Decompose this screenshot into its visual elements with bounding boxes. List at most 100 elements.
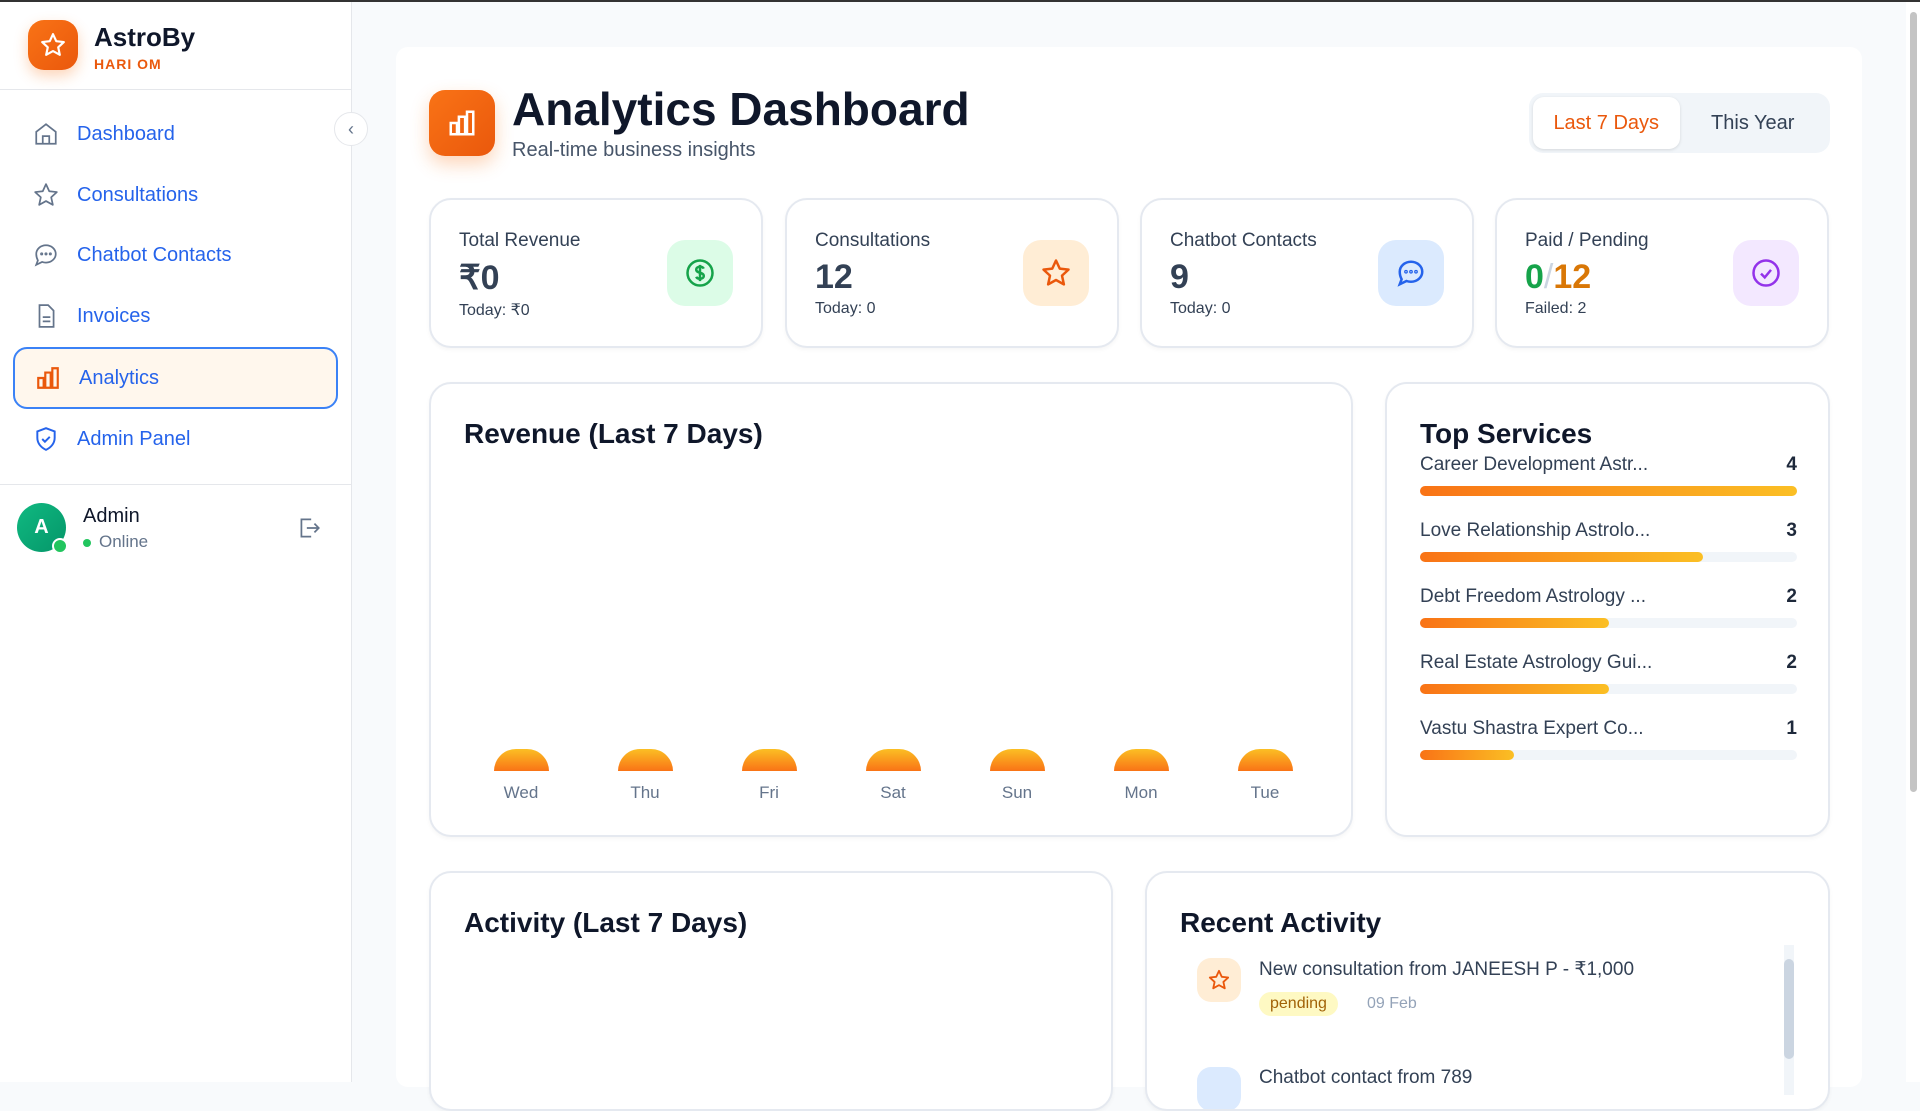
revenue-bar-mon[interactable] [1114, 749, 1169, 771]
avatar: A [17, 503, 68, 554]
sidebar-item-dashboard[interactable]: Dashboard [13, 103, 338, 165]
service-item: Career Development Astr... 4 [1420, 454, 1797, 496]
star-icon [1023, 240, 1089, 306]
status-badge: pending [1259, 992, 1338, 1016]
service-bar-track [1420, 552, 1797, 562]
pending-count: 12 [1553, 258, 1592, 296]
sidebar-item-admin-panel[interactable]: Admin Panel [13, 408, 338, 470]
service-bar-fill [1420, 486, 1797, 496]
logout-button[interactable] [296, 515, 322, 546]
service-bar-track [1420, 486, 1797, 496]
range-this-year[interactable]: This Year [1711, 111, 1795, 134]
revenue-bar-wed[interactable] [494, 749, 549, 771]
stat-card-paid-pending: Paid / Pending 0/12 Failed: 2 [1495, 198, 1829, 348]
check-circle-icon [1733, 240, 1799, 306]
service-name: Real Estate Astrology Gui... [1420, 652, 1653, 673]
bar-chart-icon [37, 367, 59, 389]
service-item: Vastu Shastra Expert Co... 1 [1420, 718, 1797, 760]
logout-icon [300, 518, 320, 538]
stat-sub: Failed: 2 [1525, 300, 1587, 317]
service-item: Real Estate Astrology Gui... 2 [1420, 652, 1797, 694]
service-count: 4 [1786, 454, 1797, 475]
revenue-bar-tue[interactable] [1238, 749, 1293, 771]
sidebar-item-label: Consultations [77, 183, 199, 206]
star-icon [34, 183, 58, 206]
separator: / [1543, 258, 1554, 296]
service-name: Love Relationship Astrolo... [1420, 520, 1651, 541]
shield-icon [36, 427, 56, 451]
service-bar-fill [1420, 552, 1703, 562]
revenue-bar-sun[interactable] [990, 749, 1045, 771]
service-name: Vastu Shastra Expert Co... [1420, 718, 1644, 739]
chart-title: Revenue (Last 7 Days) [464, 418, 763, 449]
activity-text: New consultation from JANEESH P - ₹1,000 [1259, 959, 1635, 980]
activity-text: Chatbot contact from 789 [1259, 1067, 1473, 1088]
stat-card-total-revenue: Total Revenue ₹0 Today: ₹0 [429, 198, 763, 348]
range-last-7-days[interactable]: Last 7 Days [1533, 97, 1680, 149]
sidebar-item-label: Dashboard [77, 122, 175, 145]
document-icon [38, 304, 55, 328]
top-services-card: Top Services Career Development Astr... 4… [1385, 382, 1830, 837]
sidebar-item-consultations[interactable]: Consultations [13, 164, 338, 226]
page-scrollbar[interactable] [1906, 2, 1920, 1082]
x-tick-label: Sat [880, 783, 906, 802]
chat-icon [1197, 1067, 1241, 1109]
analytics-header-icon [429, 90, 495, 156]
user-profile: A Admin Online [0, 484, 352, 574]
logo-star-icon [28, 20, 78, 70]
paid-count: 0 [1525, 258, 1544, 296]
dollar-icon [667, 240, 733, 306]
activity-chart-card: Activity (Last 7 Days) [429, 871, 1113, 1111]
star-icon [1197, 958, 1241, 1002]
service-item: Love Relationship Astrolo... 3 [1420, 520, 1797, 562]
stat-card-chatbot-contacts: Chatbot Contacts 9 Today: 0 [1140, 198, 1474, 348]
service-item: Debt Freedom Astrology ... 2 [1420, 586, 1797, 628]
brand-subtitle: HARI OM [94, 56, 162, 72]
revenue-bar-sat[interactable] [866, 749, 921, 771]
stat-sub: Today: ₹0 [459, 302, 530, 319]
activity-title: Activity (Last 7 Days) [464, 907, 748, 938]
revenue-bar-thu[interactable] [618, 749, 673, 771]
stat-sub: Today: 0 [815, 300, 876, 317]
stat-label: Chatbot Contacts [1170, 230, 1317, 251]
revenue-chart-card: Revenue (Last 7 Days) Wed Thu Fri Sat Sun Mon… [429, 382, 1353, 837]
home-icon [35, 123, 57, 145]
x-tick-label: Wed [503, 783, 539, 802]
service-count: 2 [1786, 586, 1797, 607]
service-count: 3 [1786, 520, 1797, 541]
sidebar-item-label: Admin Panel [77, 427, 191, 450]
sidebar-item-label: Invoices [77, 304, 151, 327]
top-services-title: Top Services [1420, 418, 1593, 449]
service-name: Debt Freedom Astrology ... [1420, 586, 1646, 607]
revenue-bar-fri[interactable] [742, 749, 797, 771]
stat-sub: Today: 0 [1170, 300, 1231, 317]
service-bar-fill [1420, 684, 1609, 694]
stat-card-consultations: Consultations 12 Today: 0 [785, 198, 1119, 348]
stat-label: Total Revenue [459, 230, 581, 251]
stat-label: Paid / Pending [1525, 230, 1649, 251]
x-tick-label: Fri [759, 783, 779, 802]
recent-activity-scrollbar[interactable] [1784, 945, 1794, 1095]
avatar-initial: A [34, 516, 49, 538]
sidebar-item-label: Chatbot Contacts [77, 243, 232, 266]
collapse-sidebar-button[interactable]: ‹ [334, 112, 368, 146]
range-toggle: Last 7 Days This Year [1529, 93, 1830, 153]
user-name: Admin [83, 505, 140, 527]
sidebar-item-label: Analytics [79, 366, 160, 389]
service-bar-fill [1420, 750, 1515, 760]
x-tick-label: Tue [1250, 783, 1280, 802]
user-status: Online [83, 532, 148, 552]
service-bar-track [1420, 750, 1797, 760]
service-count: 2 [1786, 652, 1797, 673]
sidebar-item-analytics[interactable]: Analytics [13, 347, 338, 409]
chat-icon [1378, 240, 1444, 306]
sidebar-item-invoices[interactable]: Invoices [13, 285, 338, 347]
x-tick-label: Sun [1001, 783, 1033, 802]
stat-label: Consultations [815, 230, 931, 251]
service-name: Career Development Astr... [1420, 454, 1649, 475]
activity-date: 09 Feb [1367, 995, 1417, 1012]
sidebar-item-chatbot-contacts[interactable]: Chatbot Contacts [13, 224, 338, 286]
stat-value: ₹0 [459, 259, 500, 297]
stat-value: 12 [815, 258, 853, 296]
service-bar-fill [1420, 618, 1609, 628]
